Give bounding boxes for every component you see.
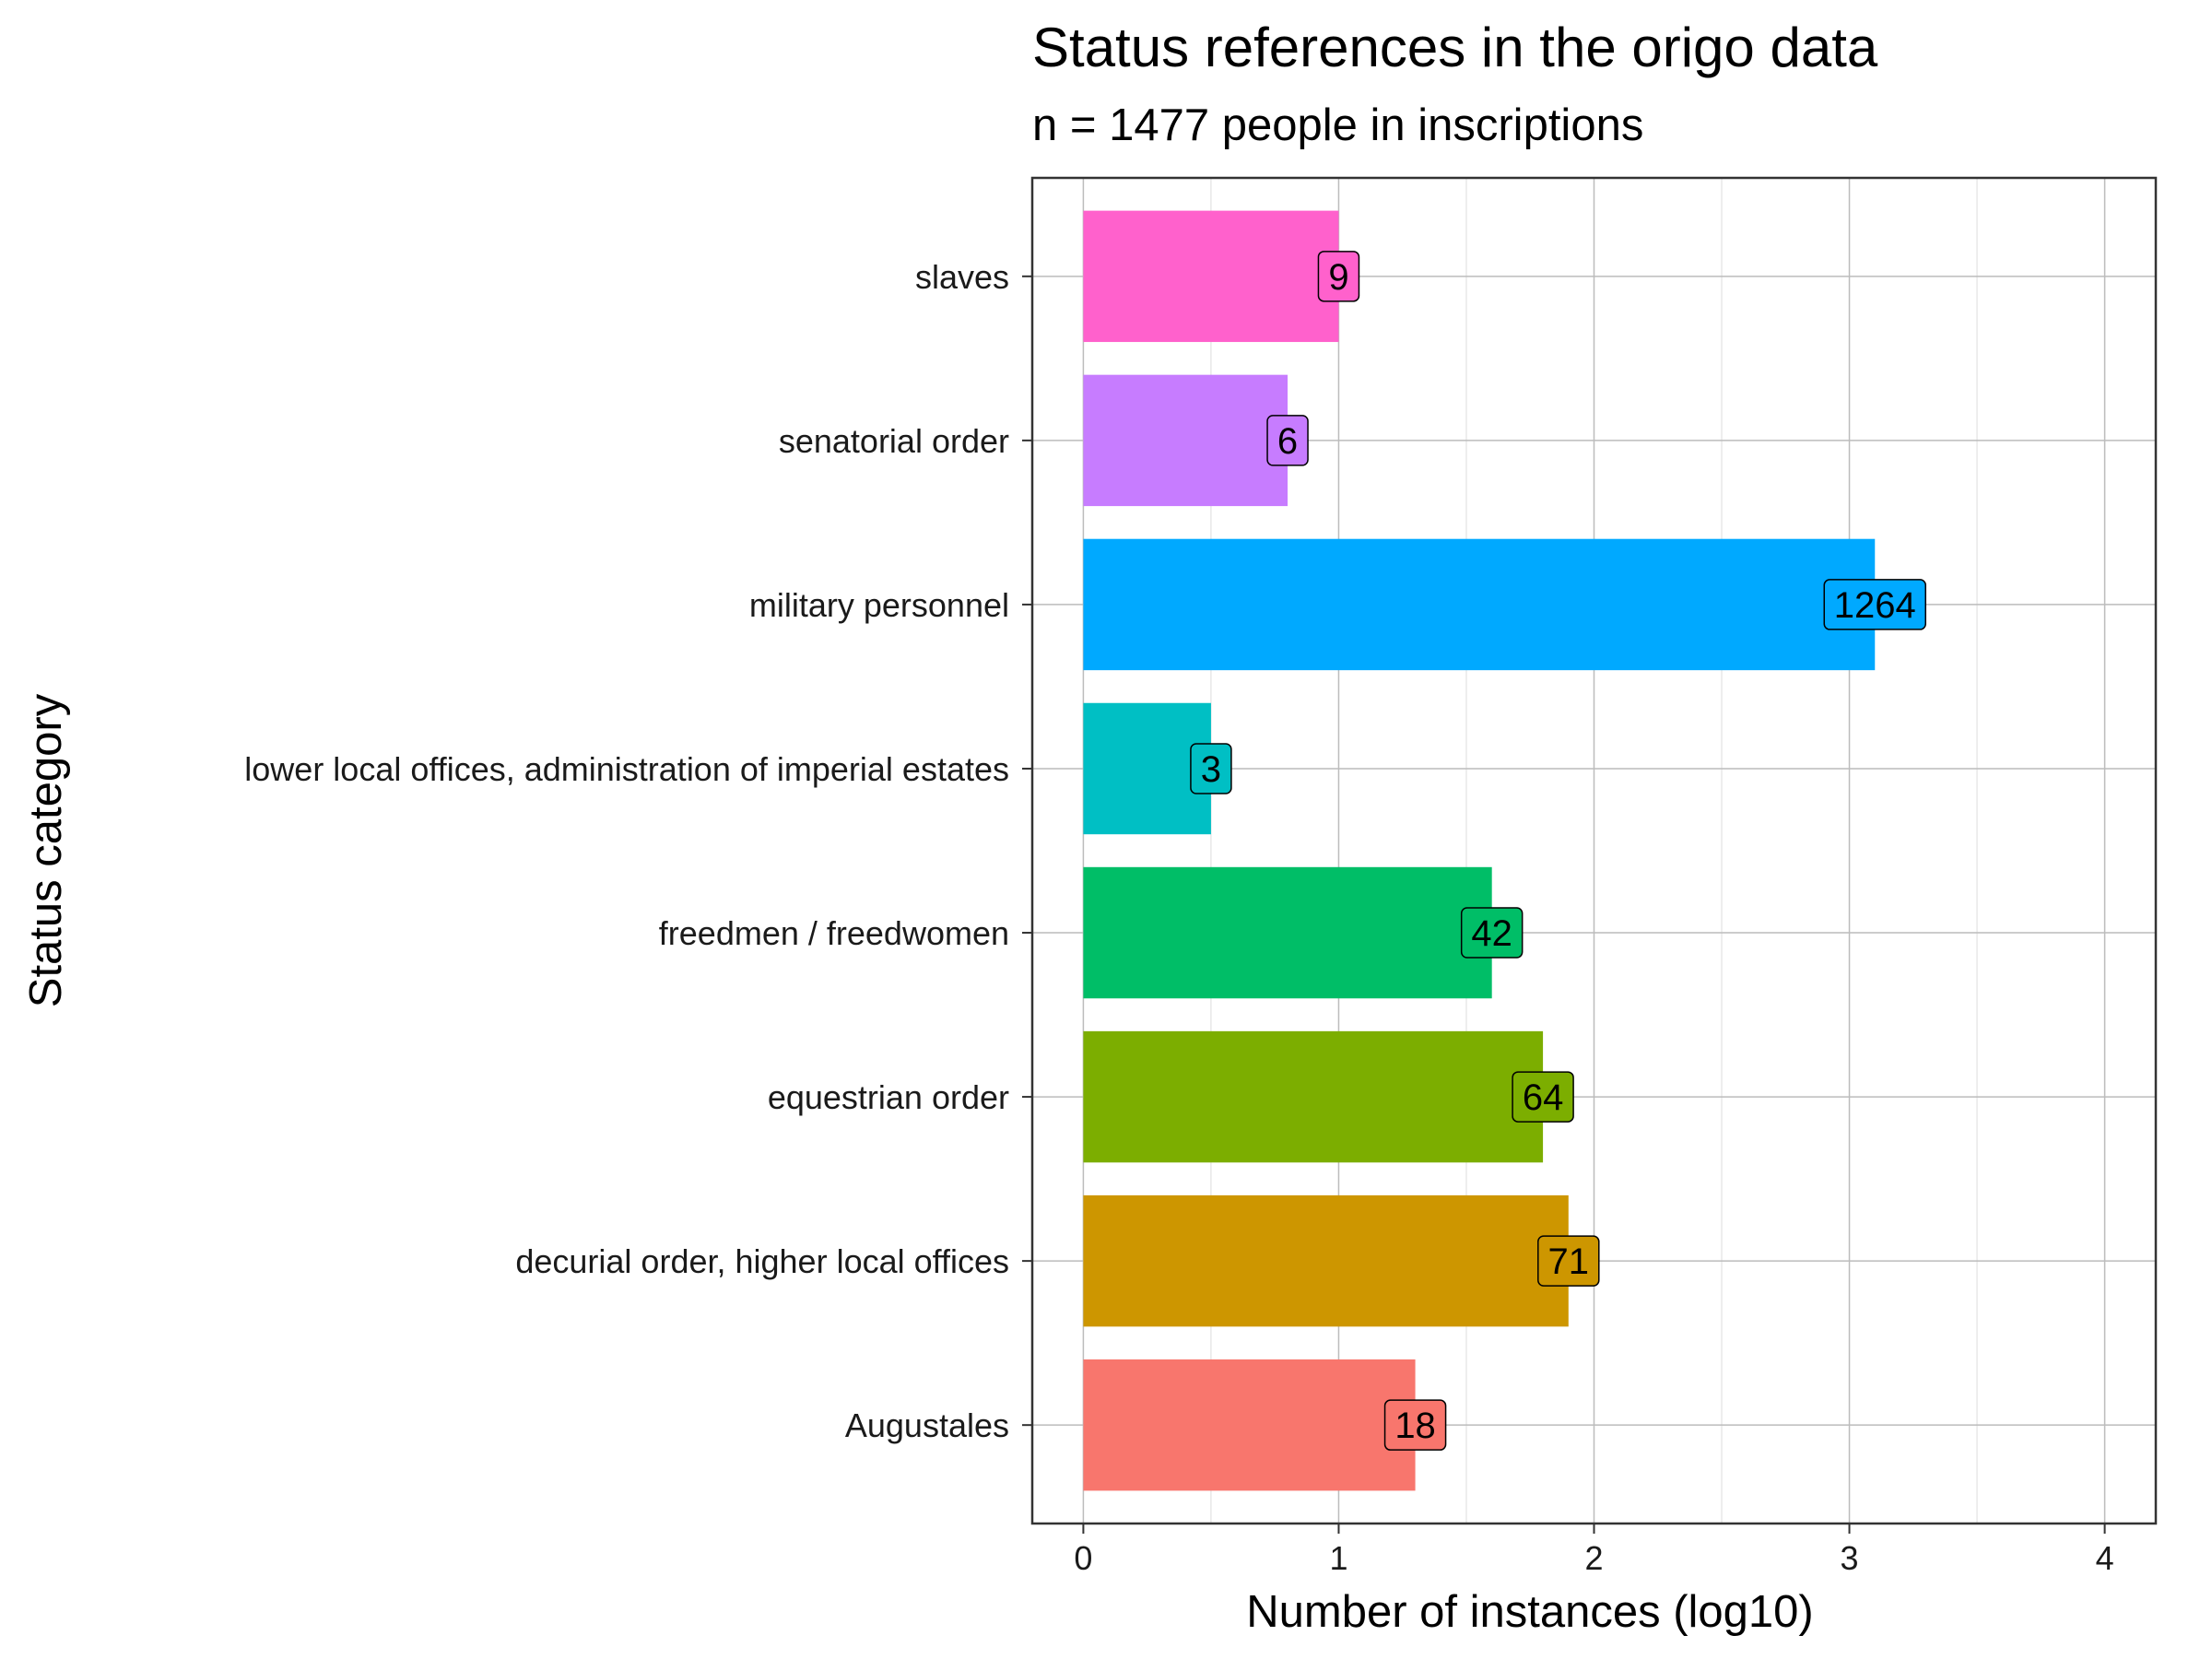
- data-label: 6: [1277, 421, 1298, 462]
- bar: [1083, 866, 1492, 999]
- data-label-box: [1512, 1071, 1574, 1123]
- data-label-box: [1460, 907, 1524, 959]
- y-tick-label: military personnel: [749, 586, 1009, 624]
- bar: [1083, 1030, 1544, 1163]
- data-label-box: [1823, 579, 1926, 630]
- x-axis: 0 1 2 3 4: [1074, 1524, 2114, 1577]
- bar: [1083, 1194, 1569, 1327]
- y-tick-label: senatorial order: [779, 422, 1009, 460]
- data-label-box: [1266, 415, 1309, 466]
- y-tick-label: Augustales: [845, 1406, 1009, 1444]
- x-axis-title: Number of instances (log10): [1246, 1587, 1814, 1637]
- bar: [1083, 702, 1211, 835]
- y-tick-label: equestrian order: [768, 1078, 1009, 1116]
- data-label: 42: [1471, 913, 1512, 954]
- chart-title: Status references in the origo data: [1032, 17, 1878, 78]
- x-tick-label: 4: [2096, 1539, 2114, 1577]
- y-tick-label: freedmen / freedwomen: [659, 914, 1009, 952]
- x-tick-label: 3: [1841, 1539, 1859, 1577]
- data-label-box: [1190, 743, 1232, 794]
- bar: [1083, 374, 1288, 507]
- data-label: 3: [1201, 749, 1221, 790]
- bar: [1083, 1359, 1416, 1491]
- data-label-box: [1537, 1235, 1600, 1287]
- bars: [1083, 210, 1876, 1491]
- y-tick-label: slaves: [915, 258, 1009, 296]
- data-label: 71: [1548, 1241, 1590, 1282]
- bar: [1083, 210, 1339, 343]
- bar: [1083, 538, 1876, 671]
- data-label: 9: [1328, 257, 1348, 298]
- chart-subtitle: n = 1477 people in inscriptions: [1032, 100, 1643, 150]
- x-tick-label: 1: [1329, 1539, 1347, 1577]
- y-tick-label: decurial order, higher local offices: [515, 1242, 1009, 1280]
- data-label: 1264: [1834, 585, 1916, 626]
- x-tick-label: 0: [1074, 1539, 1092, 1577]
- data-labels: 18 71 64 42 3 1264 6 9: [1190, 251, 1926, 1451]
- data-label-box: [1317, 251, 1360, 302]
- y-tick-label: lower local offices, administration of i…: [244, 750, 1009, 788]
- data-label: 18: [1394, 1406, 1436, 1446]
- y-axis: Augustales decurial order, higher local o…: [244, 258, 1032, 1444]
- data-label: 64: [1523, 1077, 1564, 1118]
- y-axis-title: Status category: [21, 693, 71, 1007]
- x-tick-label: 2: [1584, 1539, 1603, 1577]
- data-label-box: [1383, 1399, 1447, 1451]
